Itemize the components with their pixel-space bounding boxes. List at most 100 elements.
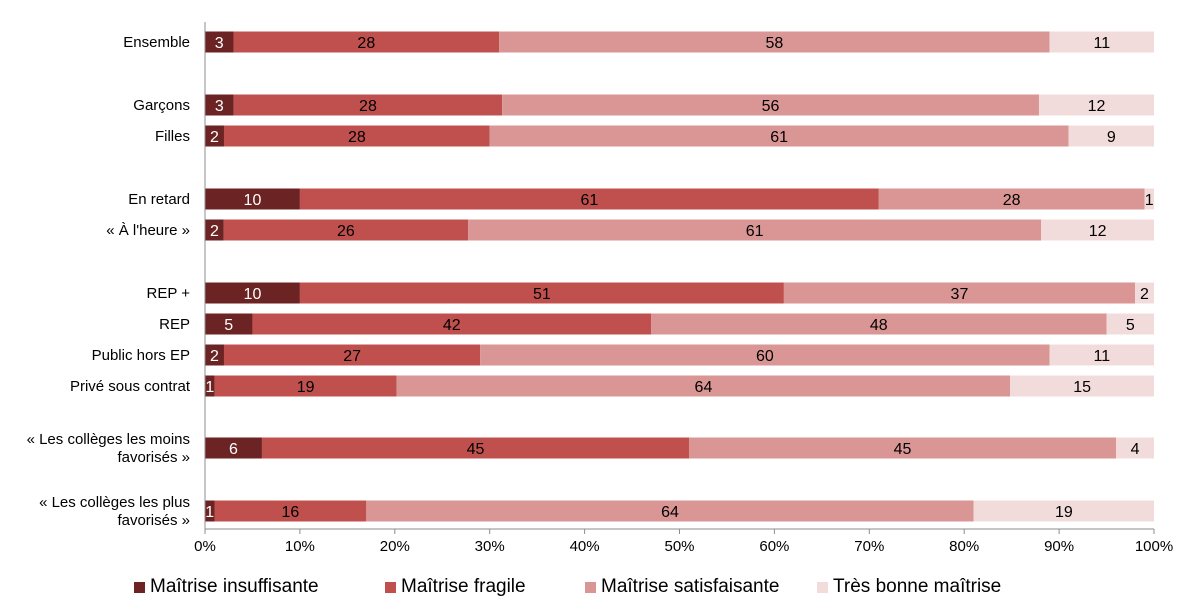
bar-segment <box>205 437 262 459</box>
bar-segment <box>214 375 397 397</box>
category-label: Public hors EP <box>92 347 190 364</box>
data-label: 28 <box>359 98 377 115</box>
bar-segment <box>1038 94 1154 116</box>
category-label: favorisés » <box>117 449 190 466</box>
bar-segment <box>205 219 224 241</box>
category-label: Ensemble <box>123 34 190 51</box>
bar-segment <box>205 31 234 53</box>
bar-segment <box>223 125 490 147</box>
data-label: 2 <box>210 348 219 365</box>
bar-segment <box>1049 31 1154 53</box>
data-label: 4 <box>1131 441 1140 458</box>
bar-segment <box>233 31 500 53</box>
data-label: 11 <box>1094 348 1111 365</box>
bar-segment <box>651 313 1107 335</box>
bar-segment <box>499 31 1050 53</box>
data-label: 64 <box>661 504 679 521</box>
bar-segment <box>205 125 224 147</box>
data-label: 6 <box>229 441 238 458</box>
data-label: 61 <box>746 223 764 240</box>
x-tick-label: 0% <box>194 538 216 555</box>
data-label: 58 <box>766 35 784 52</box>
bar-segment <box>214 500 367 522</box>
bar-segment <box>973 500 1154 522</box>
bar-segment <box>223 219 469 241</box>
bar-segment <box>468 219 1042 241</box>
data-label: 42 <box>443 317 461 334</box>
bar-segment <box>1106 313 1154 335</box>
data-label: 19 <box>1055 504 1073 521</box>
bar-segment <box>366 500 974 522</box>
x-tick-label: 10% <box>285 538 315 555</box>
legend-item: Maîtrise satisfaisante <box>585 572 779 602</box>
legend: Maîtrise insuffisante Maîtrise fragile Maî… <box>0 572 1192 602</box>
bar-segment <box>1144 188 1154 210</box>
legend-label: Très bonne maîtrise <box>833 576 1002 597</box>
data-label: 5 <box>224 317 233 334</box>
bar-segment <box>1068 125 1154 147</box>
data-label: 12 <box>1089 223 1107 240</box>
data-label: 37 <box>951 286 969 303</box>
data-label: 1 <box>1145 192 1154 209</box>
bar-segment <box>1116 437 1154 459</box>
legend-item: Maîtrise fragile <box>385 572 526 602</box>
data-label: 12 <box>1088 98 1106 115</box>
bar-segment <box>1010 375 1154 397</box>
category-label: En retard <box>128 191 190 208</box>
x-tick-label: 50% <box>664 538 694 555</box>
legend-swatch <box>134 581 145 593</box>
data-label: 45 <box>894 441 912 458</box>
data-label: 3 <box>215 35 224 52</box>
legend-swatch <box>385 581 396 593</box>
bar-segment <box>299 282 784 304</box>
data-label: 28 <box>348 129 366 146</box>
data-label: 9 <box>1107 129 1116 146</box>
legend-label: Maîtrise satisfaisante <box>601 576 780 597</box>
data-label: 48 <box>870 317 888 334</box>
legend-label: Maîtrise fragile <box>401 576 526 597</box>
data-label: 51 <box>533 286 551 303</box>
bar-segment <box>205 500 215 522</box>
bar-segment <box>1049 344 1154 366</box>
x-tick-label: 100% <box>1135 538 1173 555</box>
bar-segment <box>1041 219 1154 241</box>
bar-segment <box>261 437 689 459</box>
data-label: 1 <box>205 379 214 396</box>
bar-segment <box>205 188 300 210</box>
category-label: REP <box>159 316 190 333</box>
category-label: « À l'heure » <box>106 222 190 239</box>
legend-label: Maîtrise insuffisante <box>150 576 319 597</box>
data-label: 11 <box>1094 35 1111 52</box>
bar-segment <box>205 282 300 304</box>
x-tick-label: 30% <box>475 538 505 555</box>
bar-segment <box>205 94 234 116</box>
data-label: 26 <box>337 223 355 240</box>
data-label: 2 <box>1140 286 1149 303</box>
legend-item: Maîtrise insuffisante <box>134 572 319 602</box>
data-label: 10 <box>244 192 262 209</box>
bar-segment <box>223 344 481 366</box>
bar-segment <box>502 94 1039 116</box>
category-label: « Les collèges les plus <box>39 494 190 511</box>
legend-item: Très bonne maîtrise <box>817 572 1001 602</box>
data-label: 28 <box>1003 192 1021 209</box>
data-label: 19 <box>297 379 315 396</box>
bar-segment <box>205 313 253 335</box>
bar-segment <box>233 94 503 116</box>
bar-segment <box>480 344 1050 366</box>
data-label: 64 <box>695 379 713 396</box>
category-label: Garçons <box>133 97 190 114</box>
data-label: 2 <box>210 129 219 146</box>
bar-segment <box>783 282 1136 304</box>
data-label: 61 <box>580 192 598 209</box>
data-label: 1 <box>205 504 214 521</box>
category-label: favorisés » <box>117 512 190 529</box>
bar-segment <box>1135 282 1154 304</box>
x-tick-label: 70% <box>854 538 884 555</box>
legend-swatch <box>585 581 596 593</box>
x-tick-label: 80% <box>949 538 979 555</box>
bar-segment <box>205 344 224 366</box>
data-label: 3 <box>215 98 224 115</box>
data-label: 15 <box>1073 379 1091 396</box>
